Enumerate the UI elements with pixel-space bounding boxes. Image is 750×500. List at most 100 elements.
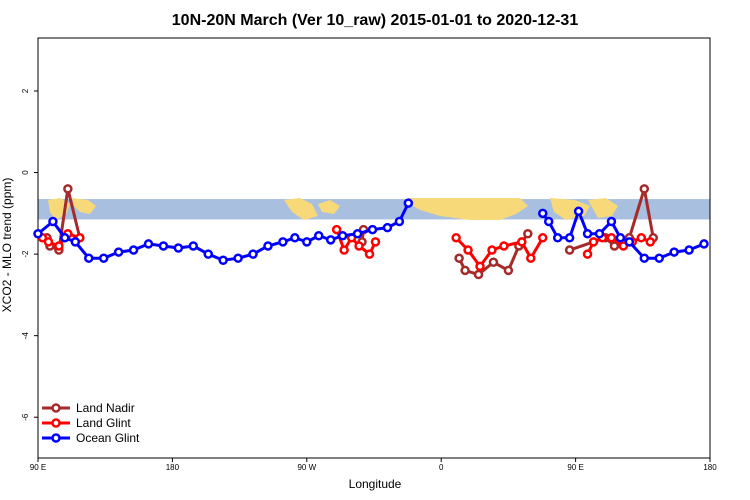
y-tick-label: 0 <box>21 170 30 175</box>
data-point <box>367 224 378 235</box>
data-point <box>537 208 548 219</box>
data-point <box>354 241 364 251</box>
data-point <box>639 184 650 194</box>
y-tick-label: -6 <box>21 413 30 421</box>
map-band-land-shape <box>318 200 340 214</box>
data-point <box>517 237 527 247</box>
data-point <box>248 249 258 259</box>
data-point <box>352 228 363 239</box>
data-point <box>203 249 213 259</box>
data-point <box>473 269 484 280</box>
data-point <box>33 228 43 239</box>
data-point <box>403 198 414 208</box>
data-point <box>684 245 694 255</box>
data-point <box>460 265 470 276</box>
data-point <box>70 237 81 247</box>
data-point <box>552 233 563 243</box>
legend-item: Land Glint <box>42 416 131 430</box>
data-point <box>463 245 473 255</box>
map-band-land-shape <box>588 198 618 218</box>
data-point <box>98 253 109 263</box>
data-point <box>594 228 605 239</box>
data-point <box>564 233 575 243</box>
data-point <box>158 241 169 251</box>
data-point <box>573 206 584 217</box>
data-point <box>302 237 312 247</box>
data-point <box>278 237 288 247</box>
data-point <box>84 253 94 263</box>
legend-label: Land Nadir <box>76 401 135 415</box>
data-point <box>143 239 154 249</box>
data-point <box>639 253 650 263</box>
data-point <box>503 265 514 276</box>
data-point <box>60 233 70 243</box>
data-point <box>364 249 375 259</box>
data-point <box>475 261 485 272</box>
map-band-land-shape <box>284 198 318 220</box>
data-point <box>526 253 536 263</box>
series-ocean-glint <box>33 198 709 265</box>
x-tick-label: 90 W <box>297 463 316 472</box>
data-point <box>487 245 497 255</box>
series-line <box>37 202 410 262</box>
data-point <box>43 237 54 247</box>
data-point <box>313 231 324 241</box>
data-point <box>370 237 381 247</box>
plot-frame <box>37 37 711 459</box>
data-point <box>382 222 393 233</box>
data-point <box>263 241 273 251</box>
legend-swatch-marker <box>51 403 61 413</box>
legend-item: Land Nadir <box>42 401 135 415</box>
data-point <box>488 257 499 268</box>
x-tick-label: 90 E <box>30 463 46 472</box>
y-axis-label: XCO2 - MLO trend (ppm) <box>0 178 14 313</box>
data-point <box>394 216 405 227</box>
legend-label: Land Glint <box>76 416 131 430</box>
data-point <box>173 243 184 253</box>
data-point <box>337 231 348 241</box>
x-tick-label: 0 <box>439 463 444 472</box>
data-point <box>218 255 228 265</box>
data-point <box>451 233 461 243</box>
data-point <box>54 241 64 251</box>
data-point <box>609 241 620 251</box>
data-point <box>537 233 548 243</box>
data-point <box>325 235 336 245</box>
data-point <box>454 253 464 263</box>
legend-item: Ocean Glint <box>42 431 140 445</box>
data-point <box>588 237 599 247</box>
data-point <box>564 245 575 255</box>
x-tick-label: 180 <box>703 463 717 472</box>
y-tick-label: -2 <box>21 250 30 258</box>
legend-swatch-marker <box>51 433 61 443</box>
data-point <box>63 184 73 194</box>
data-point <box>618 241 629 251</box>
data-point <box>699 239 709 249</box>
y-axis: 2 0 -2 -4 -6 <box>21 88 38 421</box>
data-point <box>128 245 139 255</box>
data-point <box>543 216 554 227</box>
series-land-glint <box>37 224 656 272</box>
data-point <box>636 233 647 243</box>
data-point <box>645 237 656 247</box>
x-axis: 90 E 180 90 W 0 90 E 180 <box>30 458 717 472</box>
data-point <box>615 233 626 243</box>
data-point <box>669 247 679 257</box>
chart-title: 10N-20N March (Ver 10_raw) 2015-01-01 to… <box>172 12 579 29</box>
data-point <box>48 216 58 227</box>
data-point <box>654 253 664 263</box>
data-point <box>233 253 243 263</box>
x-axis-label: Longitude <box>349 477 402 491</box>
data-point <box>113 247 124 257</box>
x-tick-label: 180 <box>166 463 180 472</box>
map-band <box>38 198 710 220</box>
y-tick-label: 2 <box>21 88 30 93</box>
legend-swatch-marker <box>51 418 61 428</box>
series-layer <box>33 184 709 280</box>
data-point <box>606 216 617 227</box>
data-point <box>582 249 593 259</box>
data-point <box>339 245 349 255</box>
x-tick-label: 90 E <box>567 463 583 472</box>
